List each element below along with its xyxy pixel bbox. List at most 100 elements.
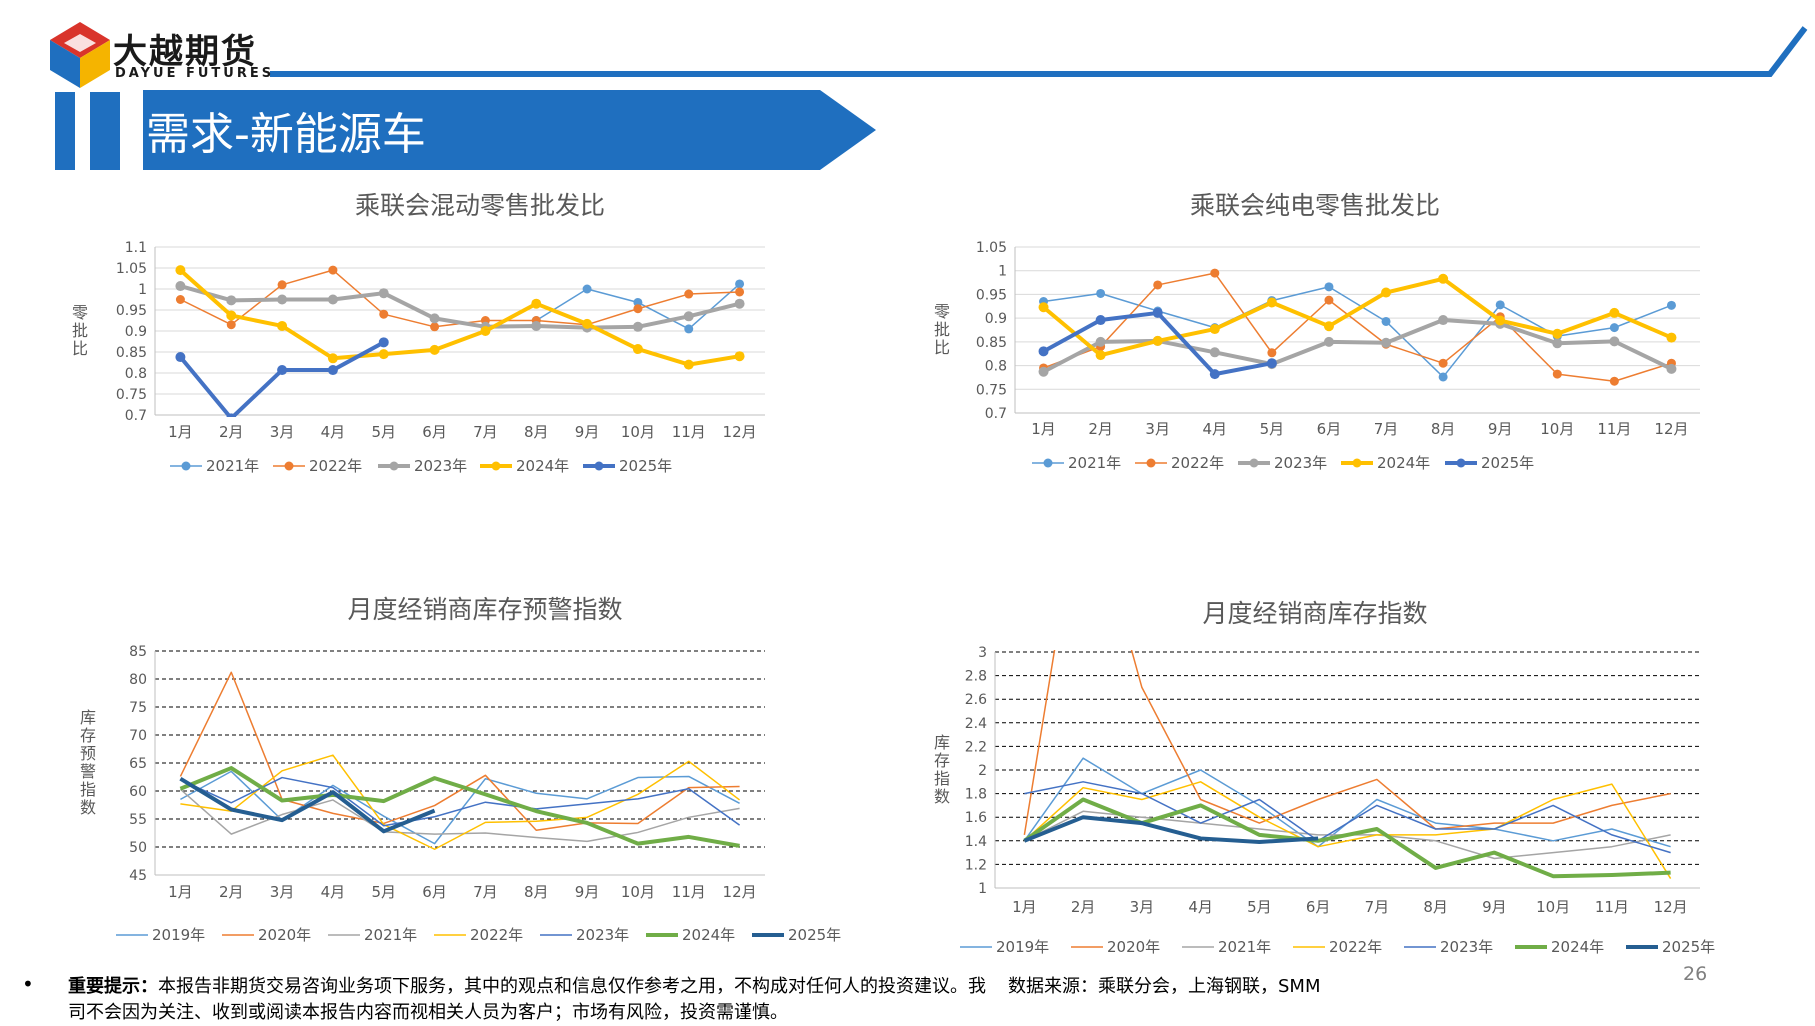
y-tick-label: 1.6 [965,810,987,826]
y-tick-label: 0.9 [125,324,147,340]
y-tick-label: 0.75 [116,387,147,403]
legend-marker [594,461,604,471]
legend-marker [491,461,501,471]
data-point [1666,332,1677,343]
data-point [1552,328,1563,339]
data-point [1209,347,1220,358]
x-tick-label: 3月 [270,883,295,901]
y-axis-label-char: 数 [80,798,96,817]
data-point [683,311,694,322]
y-axis-label-char: 零 [934,302,950,321]
legend-label: 2024年 [1551,938,1604,956]
series-line-2024年 [179,766,740,848]
data-point [175,295,185,304]
header-rule [270,26,1808,77]
x-tick-label: 6月 [422,883,447,901]
y-axis-label-char: 比 [934,338,950,357]
data-point [1495,300,1505,310]
y-tick-label: 2.4 [965,716,987,732]
x-tick-label: 8月 [1423,898,1448,916]
data-point [1438,372,1448,382]
x-tick-label: 10月 [621,423,655,441]
page-number: 26 [1683,963,1708,985]
x-tick-label: 2月 [1071,898,1096,916]
legend-label: 2021年 [206,457,259,475]
data-point [1038,302,1049,313]
y-axis-label-char: 库 [80,708,96,727]
data-point [480,326,491,336]
y-tick-label: 75 [129,700,147,716]
slide-title: 需求-新能源车 [146,109,426,160]
x-tick-label: 2月 [219,423,244,441]
series-line-2023年 [180,776,741,827]
data-point [1095,350,1106,361]
x-tick-label: 7月 [473,423,498,441]
data-point [1495,315,1506,326]
data-point [378,288,389,299]
data-point [1381,316,1391,326]
data-point [1666,300,1676,310]
x-tick-label: 3月 [1145,420,1170,438]
data-point [327,365,338,376]
data-point [1552,338,1563,349]
legend-marker [389,461,399,471]
data-point [277,320,288,331]
legend-marker [1043,458,1053,468]
x-tick-label: 9月 [575,423,600,441]
x-tick-label: 5月 [371,883,396,901]
y-tick-label: 1.8 [965,787,987,803]
y-tick-label: 80 [129,672,147,688]
series-line-2022年 [180,754,741,850]
series-line-2025年 [178,340,385,417]
data-point [1323,336,1334,347]
y-tick-label: 0.85 [116,345,147,361]
data-point [1324,282,1334,292]
data-point [1381,287,1392,298]
y-tick-label: 70 [129,728,147,744]
y-tick-label: 2.2 [965,739,987,755]
x-tick-label: 5月 [1260,420,1285,438]
series-line-2022年 [1023,781,1672,879]
data-point [1438,273,1449,284]
data-point [277,294,288,305]
x-tick-label: 11月 [672,423,706,441]
chart-title-hybrid: 乘联会混动零售批发比 [354,191,605,220]
x-tick-label: 6月 [422,423,447,441]
y-axis-label-char: 数 [934,787,950,806]
y-axis-label-char: 存 [934,751,950,770]
notice-line1: 本报告非期货交易咨询业务项下服务，其中的观点和信息仅作参考之用，不构成对任何人的… [158,976,986,997]
header-decoration [50,22,1808,170]
x-tick-label: 4月 [321,883,346,901]
data-point [734,351,745,362]
legend-label: 2019年 [996,938,1049,956]
data-point [735,287,745,297]
legend-label: 2023年 [576,926,629,944]
data-point [1666,363,1677,374]
series-line-2023年 [1024,781,1671,854]
legend-label: 2020年 [1107,938,1160,956]
legend-label: 2025年 [1481,454,1534,472]
y-tick-label: 0.95 [976,287,1007,303]
chart-title-ev: 乘联会纯电零售批发比 [1189,191,1440,220]
x-tick-label: 7月 [473,883,498,901]
data-point [735,279,745,289]
data-point [1209,324,1220,335]
data-point [1266,297,1277,308]
y-axis-label-char: 零 [72,303,88,322]
x-tick-label: 2月 [1088,420,1113,438]
y-tick-label: 0.75 [976,382,1007,398]
series-line-2024年 [1042,276,1673,358]
y-axis-label-char: 指 [934,769,950,788]
data-point [1324,295,1334,305]
legend-label: 2025年 [788,926,841,944]
x-tick-label: 4月 [321,423,346,441]
data-point [379,309,389,319]
y-tick-label: 1.05 [116,261,147,277]
data-point [277,365,288,376]
x-tick-label: 6月 [1306,898,1331,916]
y-axis-label-char: 批 [934,320,950,339]
y-tick-label: 1.1 [125,240,147,256]
x-tick-label: 9月 [575,883,600,901]
legend-label: 2024年 [1377,454,1430,472]
data-point [1038,346,1049,357]
